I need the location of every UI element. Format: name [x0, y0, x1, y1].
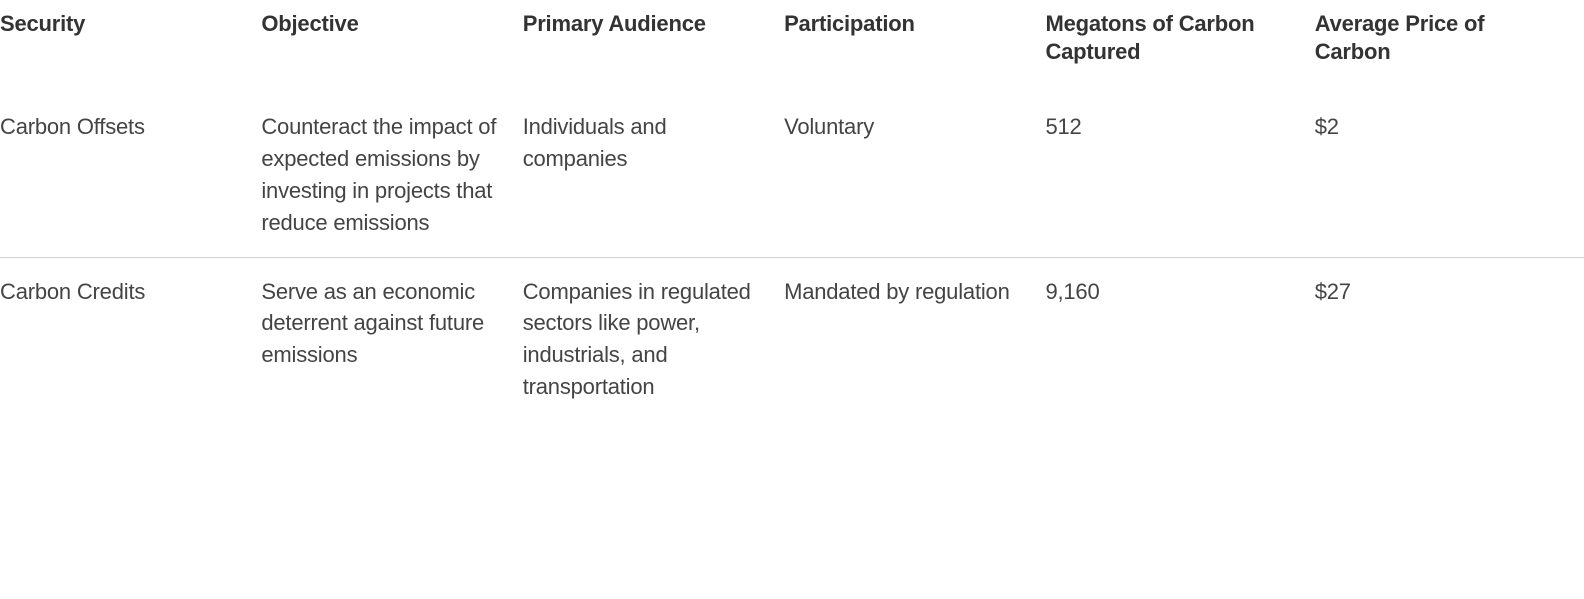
cell-megatons: 9,160	[1045, 257, 1314, 421]
cell-security: Carbon Credits	[0, 257, 261, 421]
col-header-megatons: Megatons of Carbon Captured	[1045, 0, 1314, 93]
col-header-participation: Participation	[784, 0, 1045, 93]
cell-audience: Individuals and companies	[523, 93, 784, 257]
cell-participation: Voluntary	[784, 93, 1045, 257]
cell-megatons: 512	[1045, 93, 1314, 257]
col-header-objective: Objective	[261, 0, 522, 93]
table-header-row: Security Objective Primary Audience Part…	[0, 0, 1584, 93]
cell-price: $27	[1315, 257, 1584, 421]
cell-objective: Serve as an economic deterrent against f…	[261, 257, 522, 421]
cell-audience: Companies in regulated sectors like powe…	[523, 257, 784, 421]
cell-security: Carbon Offsets	[0, 93, 261, 257]
carbon-comparison-table: Security Objective Primary Audience Part…	[0, 0, 1584, 421]
cell-price: $2	[1315, 93, 1584, 257]
col-header-audience: Primary Audience	[523, 0, 784, 93]
table-row: Carbon Credits Serve as an economic dete…	[0, 257, 1584, 421]
cell-objective: Counteract the impact of expected emissi…	[261, 93, 522, 257]
table-row: Carbon Offsets Counteract the impact of …	[0, 93, 1584, 257]
col-header-security: Security	[0, 0, 261, 93]
col-header-price: Average Price of Carbon	[1315, 0, 1584, 93]
cell-participation: Mandated by regulation	[784, 257, 1045, 421]
